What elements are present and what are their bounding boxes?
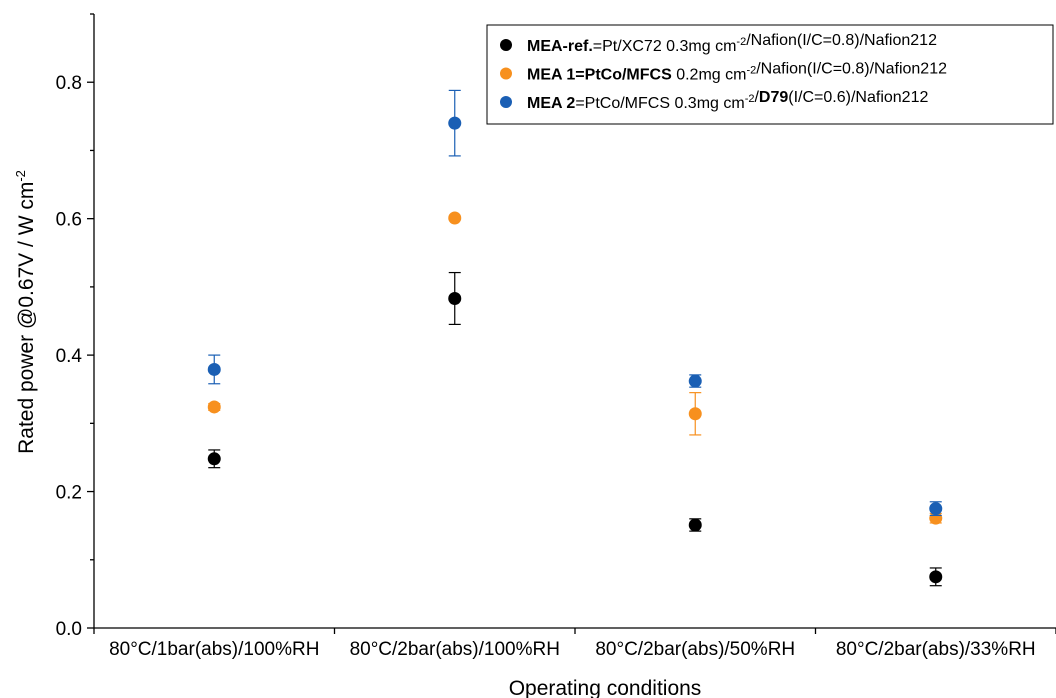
- y-tick-label: 0.8: [56, 73, 82, 94]
- x-ticks: 80°C/1bar(abs)/100%RH 80°C/2bar(abs)/100%…: [93, 628, 1056, 660]
- data-point: [929, 502, 943, 516]
- x-tick-label: 80°C/2bar(abs)/33%RH: [836, 639, 1036, 660]
- x-axis-title: Operating conditions: [509, 677, 702, 698]
- legend-box: [486, 24, 1054, 125]
- y-axis-title-main: Rated power @0.67V / W cm: [15, 182, 38, 454]
- legend-marker: [500, 67, 512, 80]
- legend-entry-part: =Pt/XC72 0.3mg cm: [593, 38, 737, 55]
- legend-entry: MEA 1=PtCo/MFCS 0.2mg cm-2/Nafion(I/C=0.…: [527, 61, 947, 84]
- data-point: [207, 400, 221, 414]
- legend-entry-part: /: [754, 89, 759, 106]
- legend-entry-part: -2: [736, 36, 746, 48]
- y-tick-label: 0.2: [56, 483, 82, 504]
- legend-entry-part: -2: [745, 93, 755, 105]
- x-tick-label: 80°C/2bar(abs)/100%RH: [350, 639, 560, 660]
- data-point: [688, 374, 702, 388]
- data-point: [207, 362, 221, 376]
- y-tick-label: 0.0: [56, 619, 82, 640]
- legend-entry-part: MEA 2: [527, 95, 575, 112]
- data-point: [448, 291, 462, 305]
- data-point: [688, 518, 702, 532]
- y-axis-title-superscript: -2: [13, 170, 28, 182]
- legend-marker: [500, 39, 512, 51]
- legend-entry-part: /Nafion(I/C=0.8)/Nafion212: [756, 61, 947, 78]
- legend-entry-part: MEA 1=PtCo/MFCS: [527, 67, 672, 84]
- legend-entry-part: 0.2mg cm: [672, 67, 747, 84]
- data-point: [929, 570, 943, 584]
- legend-entry-part: -2: [746, 65, 756, 77]
- legend-entry: MEA-ref.=Pt/XC72 0.3mg cm-2/Nafion(I/C=0…: [527, 32, 937, 55]
- y-tick-label: 0.4: [56, 346, 83, 367]
- x-tick-label: 80°C/1bar(abs)/100%RH: [109, 639, 319, 660]
- legend-entry-part: (I/C=0.6)/Nafion212: [788, 89, 928, 106]
- x-tick-label: 80°C/2bar(abs)/50%RH: [595, 639, 795, 660]
- data-marks: [207, 89, 943, 587]
- y-axis-title: Rated power @0.67V / W cm-2: [13, 170, 38, 454]
- legend-entry-part: MEA-ref.: [527, 38, 593, 55]
- legend-entry: MEA 2=PtCo/MFCS 0.3mg cm-2/D79(I/C=0.6)/…: [527, 89, 928, 112]
- legend-entry-part: /Nafion(I/C=0.8)/Nafion212: [746, 32, 937, 49]
- legend-entry-part: D79: [759, 89, 788, 106]
- legend: MEA-ref.=Pt/XC72 0.3mg cm-2/Nafion(I/C=0…: [486, 24, 1054, 125]
- data-point: [448, 211, 462, 225]
- legend-marker: [500, 96, 512, 108]
- data-point: [207, 452, 221, 466]
- y-ticks: 0.0 0.2 0.4 0.6 0.8: [56, 13, 94, 640]
- data-point: [688, 407, 702, 421]
- data-point: [448, 116, 462, 130]
- legend-entry-part: =PtCo/MFCS 0.3mg cm: [575, 95, 744, 112]
- y-tick-label: 0.6: [56, 210, 82, 231]
